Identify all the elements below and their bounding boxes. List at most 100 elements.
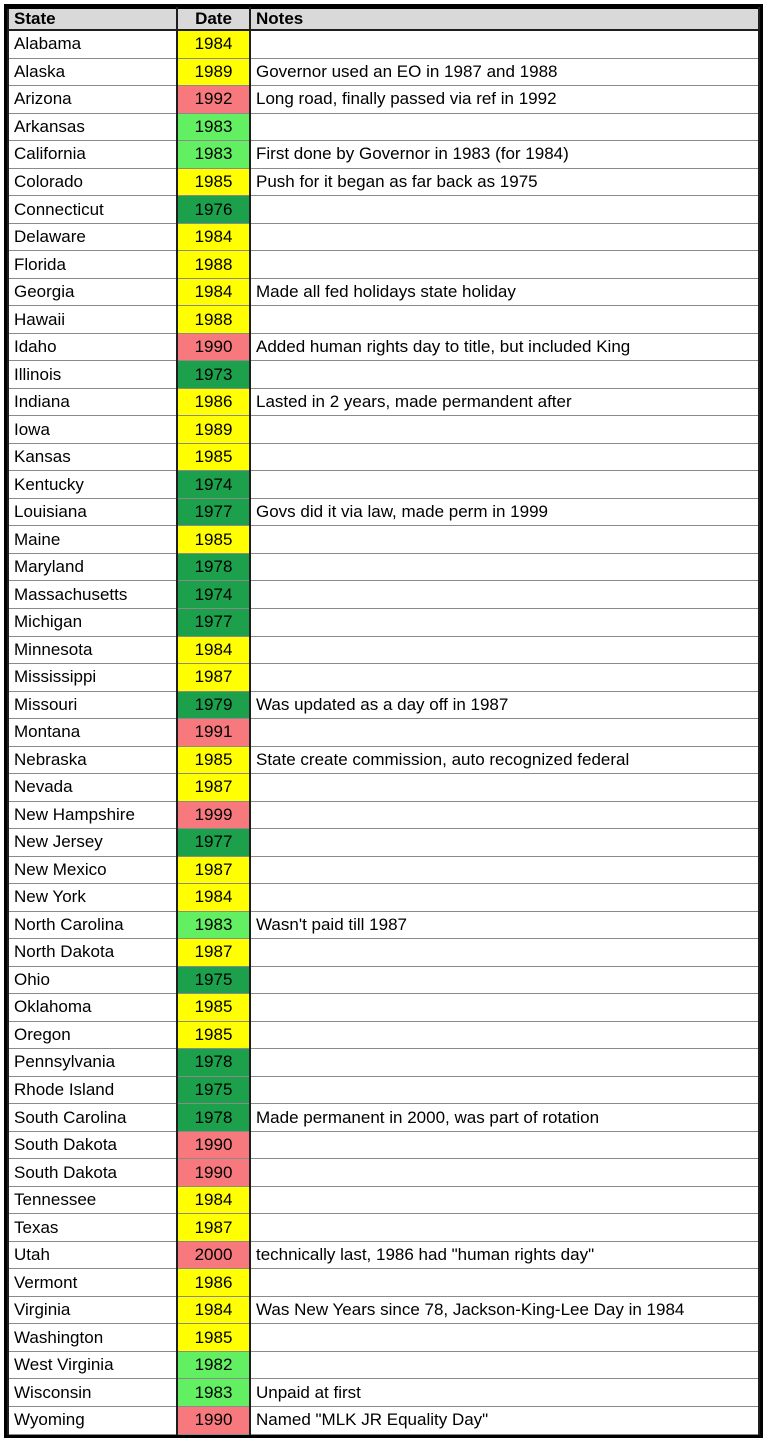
state-cell[interactable]: Illinois <box>7 360 178 389</box>
state-cell[interactable]: Indiana <box>7 387 178 417</box>
notes-cell[interactable]: Push for it began as far back as 1975 <box>249 167 760 197</box>
date-cell[interactable]: 1983 <box>176 112 251 142</box>
state-cell[interactable]: Hawaii <box>7 305 178 334</box>
state-cell[interactable]: Missouri <box>7 690 178 720</box>
date-cell[interactable]: 1990 <box>176 1158 251 1187</box>
notes-cell[interactable] <box>249 1048 760 1077</box>
notes-cell[interactable] <box>249 195 760 224</box>
notes-cell[interactable] <box>249 718 760 747</box>
date-cell[interactable]: 1977 <box>176 828 251 857</box>
notes-cell[interactable]: Unpaid at first <box>249 1378 760 1407</box>
state-cell[interactable]: South Dakota <box>7 1130 178 1160</box>
notes-cell[interactable] <box>249 112 760 142</box>
state-cell[interactable]: Kansas <box>7 442 178 472</box>
state-cell[interactable]: South Dakota <box>7 1158 178 1187</box>
date-cell[interactable]: 1977 <box>176 497 251 527</box>
notes-cell[interactable]: Was New Years since 78, Jackson-King-Lee… <box>249 1295 760 1325</box>
header-cell-notes[interactable]: Notes <box>249 7 760 31</box>
date-cell[interactable]: 1984 <box>176 29 251 59</box>
notes-cell[interactable] <box>249 1020 760 1050</box>
state-cell[interactable]: Kentucky <box>7 470 178 499</box>
notes-cell[interactable] <box>249 1075 760 1105</box>
state-cell[interactable]: Texas <box>7 1213 178 1242</box>
notes-cell[interactable] <box>249 250 760 279</box>
date-cell[interactable]: 1977 <box>176 607 251 637</box>
date-cell[interactable]: 1978 <box>176 1048 251 1077</box>
state-cell[interactable]: Alabama <box>7 29 178 59</box>
date-cell[interactable]: 1982 <box>176 1350 251 1380</box>
state-cell[interactable]: California <box>7 140 178 169</box>
notes-cell[interactable]: Lasted in 2 years, made permandent after <box>249 387 760 417</box>
state-cell[interactable]: New Mexico <box>7 855 178 885</box>
date-cell[interactable]: 1979 <box>176 690 251 720</box>
state-cell[interactable]: Iowa <box>7 415 178 444</box>
state-cell[interactable]: Alaska <box>7 57 178 87</box>
notes-cell[interactable] <box>249 580 760 609</box>
date-cell[interactable]: 1992 <box>176 85 251 114</box>
state-cell[interactable]: North Carolina <box>7 910 178 940</box>
date-cell[interactable]: 1983 <box>176 140 251 169</box>
notes-cell[interactable] <box>249 222 760 252</box>
notes-cell[interactable] <box>249 1158 760 1187</box>
date-cell[interactable]: 1974 <box>176 580 251 609</box>
header-cell-date[interactable]: Date <box>176 7 251 31</box>
state-cell[interactable]: Delaware <box>7 222 178 252</box>
notes-cell[interactable] <box>249 1268 760 1297</box>
notes-cell[interactable] <box>249 470 760 499</box>
notes-cell[interactable] <box>249 607 760 637</box>
date-cell[interactable]: 1985 <box>176 167 251 197</box>
date-cell[interactable]: 1989 <box>176 415 251 444</box>
notes-cell[interactable]: State create commission, auto recognized… <box>249 745 760 775</box>
notes-cell[interactable] <box>249 1213 760 1242</box>
notes-cell[interactable] <box>249 883 760 912</box>
state-cell[interactable]: Arkansas <box>7 112 178 142</box>
notes-cell[interactable] <box>249 938 760 967</box>
notes-cell[interactable] <box>249 360 760 389</box>
state-cell[interactable]: Montana <box>7 718 178 747</box>
state-cell[interactable]: North Dakota <box>7 938 178 967</box>
notes-cell[interactable] <box>249 552 760 582</box>
notes-cell[interactable]: Named "MLK JR Equality Day" <box>249 1405 760 1436</box>
date-cell[interactable]: 1987 <box>176 663 251 692</box>
notes-cell[interactable]: Governor used an EO in 1987 and 1988 <box>249 57 760 87</box>
date-cell[interactable]: 1984 <box>176 1185 251 1215</box>
state-cell[interactable]: West Virginia <box>7 1350 178 1380</box>
date-cell[interactable]: 1984 <box>176 635 251 665</box>
state-cell[interactable]: Massachusetts <box>7 580 178 609</box>
notes-cell[interactable]: Wasn't paid till 1987 <box>249 910 760 940</box>
state-cell[interactable]: Oregon <box>7 1020 178 1050</box>
notes-cell[interactable]: Long road, finally passed via ref in 199… <box>249 85 760 114</box>
state-cell[interactable]: Idaho <box>7 332 178 362</box>
state-cell[interactable]: Rhode Island <box>7 1075 178 1105</box>
state-cell[interactable]: Michigan <box>7 607 178 637</box>
date-cell[interactable]: 1987 <box>176 938 251 967</box>
date-cell[interactable]: 1990 <box>176 332 251 362</box>
state-cell[interactable]: Wisconsin <box>7 1378 178 1407</box>
date-cell[interactable]: 1978 <box>176 552 251 582</box>
notes-cell[interactable] <box>249 29 760 59</box>
state-cell[interactable]: Connecticut <box>7 195 178 224</box>
notes-cell[interactable]: Govs did it via law, made perm in 1999 <box>249 497 760 527</box>
state-cell[interactable]: Nevada <box>7 773 178 802</box>
notes-cell[interactable] <box>249 415 760 444</box>
state-cell[interactable]: New Jersey <box>7 828 178 857</box>
notes-cell[interactable] <box>249 1350 760 1380</box>
state-cell[interactable]: Georgia <box>7 277 178 307</box>
date-cell[interactable]: 1975 <box>176 965 251 995</box>
state-cell[interactable]: Arizona <box>7 85 178 114</box>
date-cell[interactable]: 1975 <box>176 1075 251 1105</box>
notes-cell[interactable]: Was updated as a day off in 1987 <box>249 690 760 720</box>
notes-cell[interactable] <box>249 855 760 885</box>
notes-cell[interactable] <box>249 773 760 802</box>
date-cell[interactable]: 1986 <box>176 1268 251 1297</box>
state-cell[interactable]: Vermont <box>7 1268 178 1297</box>
state-cell[interactable]: Wyoming <box>7 1405 178 1436</box>
date-cell[interactable]: 1984 <box>176 1295 251 1325</box>
notes-cell[interactable] <box>249 1323 760 1352</box>
state-cell[interactable]: Minnesota <box>7 635 178 665</box>
state-cell[interactable]: Utah <box>7 1240 178 1270</box>
date-cell[interactable]: 1986 <box>176 387 251 417</box>
state-cell[interactable]: Maryland <box>7 552 178 582</box>
date-cell[interactable]: 1990 <box>176 1130 251 1160</box>
notes-cell[interactable] <box>249 828 760 857</box>
